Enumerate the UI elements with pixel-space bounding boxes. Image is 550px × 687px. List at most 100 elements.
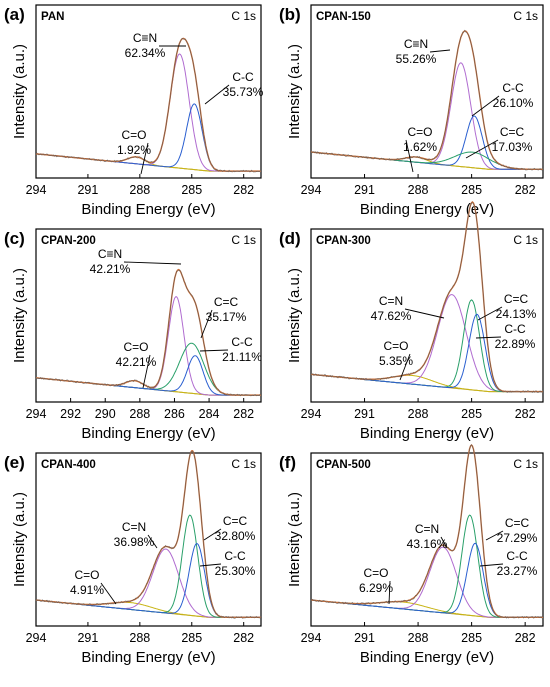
x-tick-label: 285 bbox=[461, 183, 482, 197]
annotation-arrow bbox=[440, 536, 448, 549]
x-tick-label: 291 bbox=[77, 183, 98, 197]
panel-label: (a) bbox=[4, 5, 25, 24]
peak-label: C=O bbox=[74, 568, 99, 582]
x-tick-label: 285 bbox=[181, 183, 202, 197]
x-tick-label: 282 bbox=[515, 183, 536, 197]
peak-label: C=C bbox=[505, 516, 530, 530]
region-label: C 1s bbox=[231, 233, 256, 247]
annotation-arrow bbox=[471, 95, 500, 117]
y-axis-label: Intensity (a.u.) bbox=[11, 268, 28, 363]
x-tick-label: 288 bbox=[129, 183, 150, 197]
peak-value: 25.30% bbox=[215, 564, 256, 578]
sample-name: CPAN-500 bbox=[316, 459, 371, 471]
peak-cc-line bbox=[35, 103, 261, 172]
peak-label: C-C bbox=[504, 322, 526, 336]
x-tick-label: 288 bbox=[408, 183, 429, 197]
panel-label: (b) bbox=[279, 5, 301, 24]
annotation-arrow bbox=[203, 528, 222, 541]
x-tick-label: 288 bbox=[129, 631, 150, 645]
peak-value: 1.62% bbox=[403, 140, 437, 154]
x-tick-label: 294 bbox=[26, 407, 47, 421]
region-label: C 1s bbox=[231, 9, 256, 23]
peak-value: 26.10% bbox=[493, 96, 534, 110]
panel-label: (c) bbox=[4, 229, 25, 248]
sample-name: CPAN-200 bbox=[41, 235, 96, 247]
annotation-arrow bbox=[100, 582, 117, 605]
background-line bbox=[310, 373, 543, 393]
x-tick-label: 294 bbox=[301, 183, 322, 197]
peak-value: 4.91% bbox=[70, 583, 104, 597]
x-tick-label: 285 bbox=[461, 407, 482, 421]
y-axis-label: Intensity (a.u.) bbox=[286, 268, 303, 363]
peak-label: C=N bbox=[122, 520, 146, 534]
x-tick-label: 285 bbox=[181, 631, 202, 645]
annotation-arrow bbox=[199, 349, 229, 352]
x-tick-label: 294 bbox=[26, 183, 47, 197]
plot-frame bbox=[35, 228, 262, 403]
annotation-arrow bbox=[479, 563, 504, 567]
x-tick-label: 294 bbox=[301, 407, 322, 421]
peak-value: 23.27% bbox=[497, 564, 538, 578]
annotation-arrow bbox=[388, 580, 391, 605]
peak-label: C=O bbox=[121, 128, 146, 142]
x-axis-label: Binding Energy (eV) bbox=[360, 425, 494, 442]
peak-value: 24.13% bbox=[496, 307, 537, 321]
peak-label: C=O bbox=[407, 125, 432, 139]
peak-value: 62.34% bbox=[125, 46, 166, 60]
region-label: C 1s bbox=[513, 457, 538, 471]
x-tick-label: 284 bbox=[199, 407, 220, 421]
sample-name: CPAN-400 bbox=[41, 459, 96, 471]
peak-value: 35.73% bbox=[223, 85, 264, 99]
y-axis-label: Intensity (a.u.) bbox=[286, 492, 303, 587]
peak-value: 5.35% bbox=[379, 354, 413, 368]
peak-label: C=C bbox=[504, 292, 529, 306]
annotation-arrow bbox=[405, 139, 414, 173]
plot-frame bbox=[310, 452, 544, 627]
x-tick-label: 288 bbox=[129, 407, 150, 421]
x-tick-label: 291 bbox=[354, 183, 375, 197]
y-axis-label: Intensity (a.u.) bbox=[286, 44, 303, 139]
annotation-arrow bbox=[200, 309, 213, 339]
region-label: C 1s bbox=[513, 233, 538, 247]
peak-label: C-C bbox=[231, 335, 253, 349]
peak-label: C=C bbox=[214, 295, 239, 309]
envelope-line bbox=[35, 268, 261, 396]
peak-label: C=C bbox=[500, 125, 525, 139]
y-axis-label: Intensity (a.u.) bbox=[11, 44, 28, 139]
x-tick-label: 282 bbox=[233, 631, 254, 645]
peak-value: 21.11% bbox=[222, 350, 262, 364]
peak-label: C=N bbox=[379, 294, 403, 308]
annotation-arrow bbox=[399, 353, 411, 381]
x-tick-label: 294 bbox=[301, 631, 322, 645]
annotation-arrow bbox=[477, 306, 503, 321]
x-axis-label: Binding Energy (eV) bbox=[360, 649, 494, 666]
peak-co-line bbox=[310, 373, 543, 393]
peak-value: 32.80% bbox=[215, 529, 256, 543]
raw-data-line bbox=[35, 269, 261, 397]
annotation-arrow bbox=[485, 530, 504, 541]
peak-label: C≡N bbox=[98, 247, 122, 261]
peak-value: 42.21% bbox=[116, 355, 157, 369]
annotation-arrow bbox=[429, 49, 451, 53]
peak-value: 36.98% bbox=[114, 535, 155, 549]
panel-label: (f) bbox=[279, 453, 296, 472]
peak-label: C=O bbox=[123, 340, 148, 354]
x-tick-label: 294 bbox=[26, 631, 47, 645]
y-axis-label: Intensity (a.u.) bbox=[11, 492, 28, 587]
raw-data-line bbox=[35, 451, 262, 619]
peak-label: C=O bbox=[383, 339, 408, 353]
region-label: C 1s bbox=[513, 9, 538, 23]
x-tick-label: 291 bbox=[77, 631, 98, 645]
x-tick-label: 285 bbox=[461, 631, 482, 645]
sample-name: CPAN-300 bbox=[316, 235, 371, 247]
plot-frame bbox=[35, 452, 262, 627]
x-tick-label: 286 bbox=[164, 407, 185, 421]
peak-label: C-C bbox=[232, 70, 254, 84]
x-tick-label: 288 bbox=[408, 407, 429, 421]
x-tick-label: 291 bbox=[354, 407, 375, 421]
peak-label: C-C bbox=[506, 549, 528, 563]
annotation-arrow bbox=[123, 261, 182, 265]
x-tick-label: 282 bbox=[515, 407, 536, 421]
peak-value: 42.21% bbox=[90, 262, 131, 276]
